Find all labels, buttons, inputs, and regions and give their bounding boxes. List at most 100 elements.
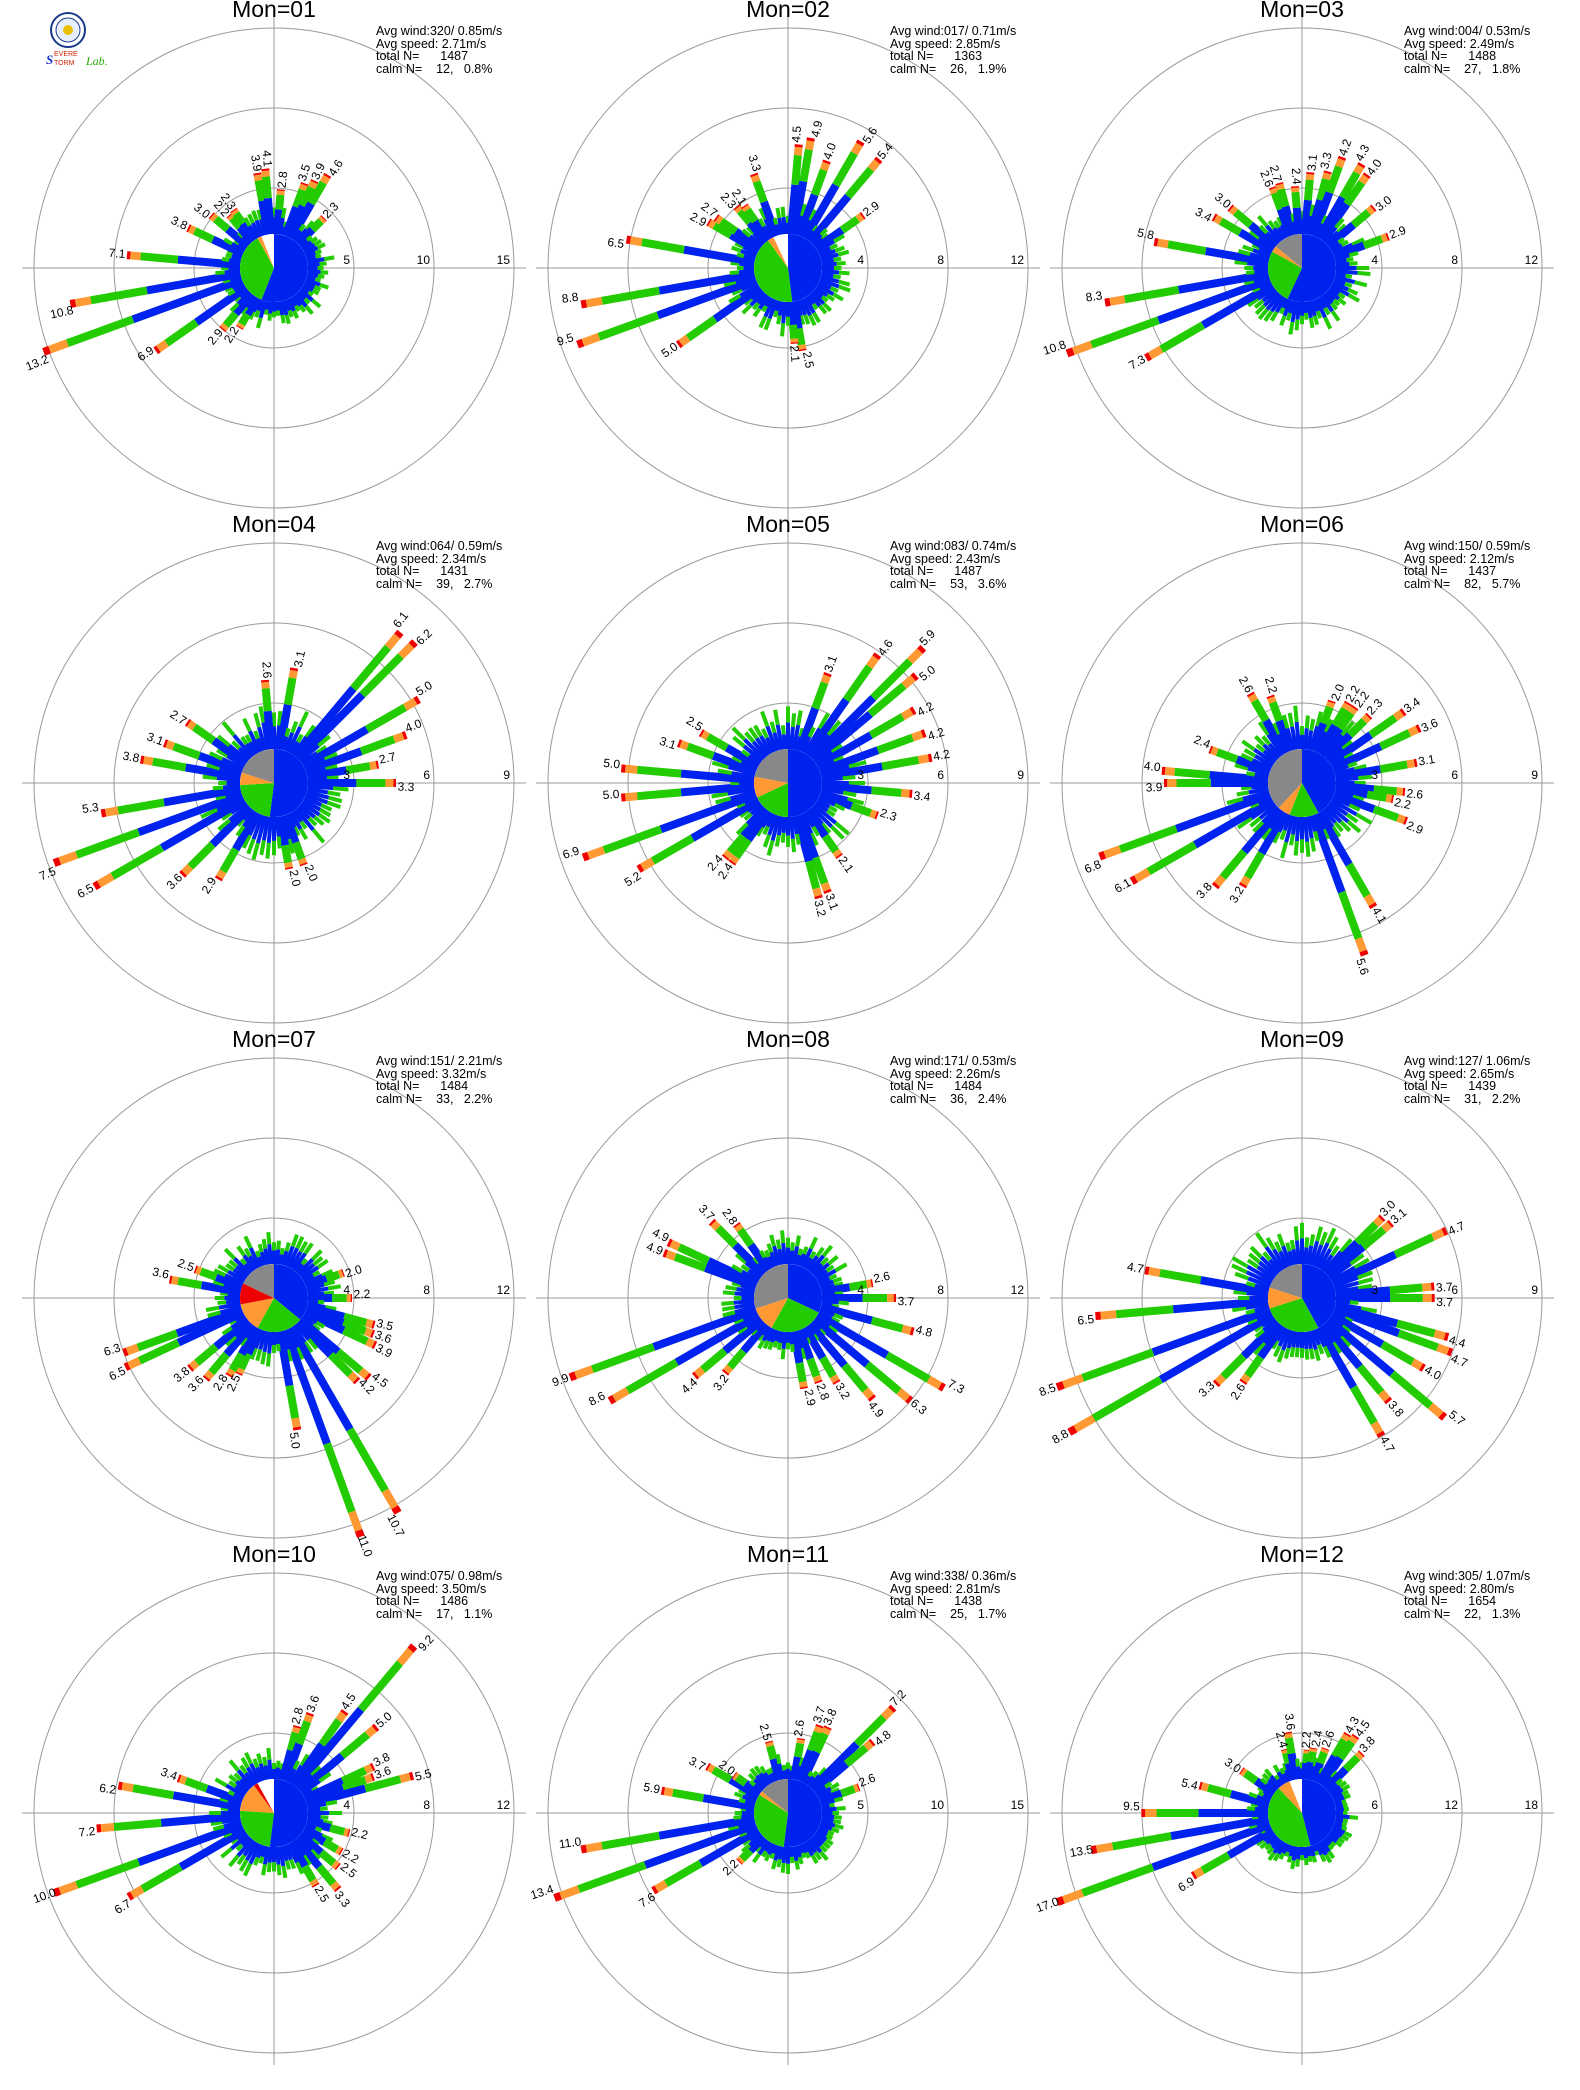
- direction-bar-segment: [817, 712, 831, 730]
- direction-bar-segment: [1443, 1332, 1450, 1342]
- direction-bar-segment: [800, 1247, 813, 1269]
- bar-value-label: 5.9: [642, 1780, 661, 1797]
- direction-bar-segment: [286, 1247, 300, 1269]
- direction-bar-segment: [1302, 1247, 1309, 1265]
- direction-bar-segment: [789, 1856, 795, 1864]
- direction-bar-segment: [818, 1328, 827, 1337]
- direction-bar-segment: [815, 1724, 824, 1729]
- direction-bar-segment: [1308, 1348, 1315, 1360]
- direction-bar-segment: [300, 285, 310, 294]
- direction-bar-segment: [815, 731, 873, 770]
- direction-bar-segment: [1210, 746, 1219, 756]
- direction-bar-segment: [1330, 798, 1358, 817]
- direction-bar-segment: [259, 1251, 268, 1266]
- direction-bar-segment: [100, 1823, 115, 1833]
- direction-bar-segment: [744, 1799, 756, 1807]
- bar-value-label: 9.5: [1123, 1799, 1140, 1814]
- direction-bar-segment: [328, 795, 343, 804]
- direction-bar-segment: [811, 681, 829, 710]
- direction-bar-segment: [813, 226, 845, 252]
- direction-bar-segment: [307, 180, 327, 206]
- direction-bar-segment: [1276, 226, 1287, 240]
- direction-bar-segment: [813, 1725, 824, 1734]
- direction-bar-segment: [261, 687, 272, 712]
- direction-bar-segment: [1268, 701, 1284, 723]
- direction-bar-segment: [816, 798, 831, 809]
- direction-bar-segment: [306, 254, 317, 262]
- direction-bar-segment: [1267, 1778, 1280, 1791]
- bar-value-label: 2.2: [1299, 1731, 1314, 1749]
- bar-value-label: 4.9: [865, 1399, 887, 1421]
- direction-bar-segment: [820, 1798, 836, 1807]
- direction-bar-segment: [1309, 813, 1346, 894]
- direction-bar-segment: [1349, 1300, 1359, 1305]
- bar-value-label: 2.9: [1387, 223, 1408, 242]
- direction-bar-segment: [781, 816, 788, 834]
- direction-bar-segment: [266, 1747, 272, 1760]
- direction-bar-segment: [1335, 261, 1350, 268]
- direction-bar-segment: [230, 1833, 250, 1851]
- pie-slice: [269, 749, 309, 817]
- bar-value-label: 3.5: [375, 1316, 395, 1334]
- direction-bar-segment: [1276, 216, 1284, 226]
- direction-bar-segment: [302, 1854, 312, 1866]
- direction-bar-segment: [223, 1819, 242, 1829]
- direction-bar-segment: [1218, 217, 1243, 236]
- direction-bar-segment: [1325, 165, 1343, 195]
- direction-bar-segment: [804, 1851, 811, 1859]
- direction-bar-segment: [816, 239, 836, 253]
- direction-bar-segment: [1293, 1226, 1299, 1241]
- direction-bar-segment: [742, 1838, 751, 1847]
- direction-bar-segment: [1281, 1762, 1289, 1771]
- direction-bar-segment: [1331, 795, 1351, 807]
- direction-bar-segment: [663, 1787, 674, 1797]
- pie-slice: [261, 234, 309, 302]
- direction-bar-segment: [209, 751, 224, 761]
- direction-bar-segment: [297, 1831, 324, 1856]
- direction-bar-segment: [745, 805, 766, 826]
- direction-bar-segment: [1073, 1414, 1096, 1433]
- direction-bar-segment: [317, 734, 331, 748]
- direction-bar-segment: [314, 277, 322, 283]
- stat-avg-speed: Avg speed: 2.80m/s: [1404, 1581, 1515, 1596]
- direction-bar-segment: [1341, 1324, 1352, 1334]
- direction-bar-segment: [1153, 238, 1159, 247]
- direction-bar-segment: [1349, 1253, 1365, 1266]
- direction-bar-segment: [775, 1753, 782, 1765]
- direction-bar-segment: [1228, 205, 1239, 216]
- bar-value-label: 2.7: [1267, 164, 1285, 184]
- direction-bar-segment: [277, 217, 285, 235]
- direction-bar-segment: [267, 1244, 274, 1265]
- direction-bar-segment: [1303, 179, 1314, 201]
- direction-bar-segment: [1337, 292, 1346, 300]
- direction-bar-segment: [1208, 745, 1214, 754]
- direction-bar-segment: [1265, 231, 1280, 246]
- direction-bar-segment: [307, 1806, 321, 1813]
- direction-bar-segment: [1349, 1815, 1359, 1820]
- pie-slice: [269, 1779, 309, 1847]
- direction-bar-segment: [814, 894, 823, 900]
- direction-bar-segment: [770, 815, 782, 842]
- direction-bar-segment: [242, 717, 252, 733]
- direction-bar-segment: [303, 1714, 314, 1723]
- direction-bar-segment: [222, 783, 241, 790]
- direction-bar-segment: [738, 1788, 747, 1796]
- direction-bar-segment: [795, 833, 801, 845]
- direction-bar-segment: [176, 1774, 182, 1783]
- direction-bar-segment: [868, 713, 905, 739]
- direction-bar-segment: [1100, 1310, 1117, 1320]
- direction-bar-segment: [762, 1256, 773, 1270]
- direction-bar-segment: [1279, 841, 1289, 859]
- direction-bar-segment: [1328, 1236, 1339, 1251]
- direction-bar-segment: [1337, 890, 1363, 940]
- direction-bar-segment: [820, 822, 832, 834]
- direction-bar-segment: [302, 283, 314, 293]
- direction-bar-segment: [810, 233, 823, 246]
- direction-bar-segment: [364, 1775, 402, 1793]
- direction-bar-segment: [867, 682, 907, 718]
- direction-bar-segment: [286, 1731, 300, 1752]
- direction-bar-segment: [1348, 803, 1361, 812]
- direction-bar-segment: [306, 789, 330, 800]
- direction-bar-segment: [186, 224, 192, 233]
- direction-bar-segment: [237, 1352, 252, 1371]
